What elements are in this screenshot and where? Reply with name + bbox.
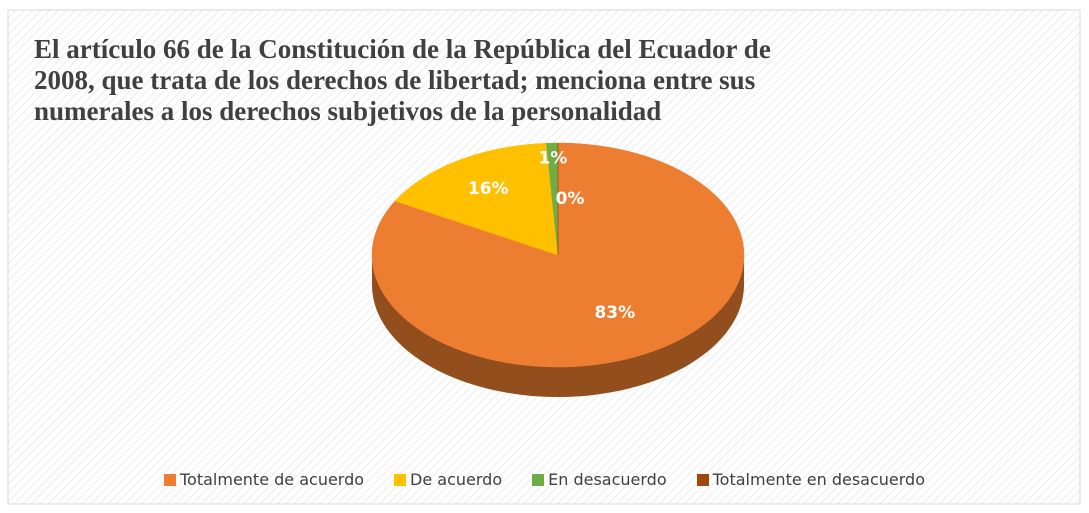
legend-swatch <box>532 473 545 486</box>
data-label: 16% <box>468 179 509 199</box>
legend-label: Totalmente en desacuerdo <box>712 470 925 489</box>
legend-item: De acuerdo <box>394 470 502 489</box>
legend-label: En desacuerdo <box>548 470 667 489</box>
data-label: 83% <box>594 303 635 323</box>
legend-item: Totalmente en desacuerdo <box>696 470 925 489</box>
legend-label: Totalmente de acuerdo <box>179 470 365 489</box>
pie-slice <box>394 142 559 256</box>
pie-side <box>372 255 744 397</box>
chart-title: El artículo 66 de la Constitución de la … <box>34 34 771 126</box>
legend-swatch <box>163 473 176 486</box>
legend-swatch <box>696 473 709 486</box>
legend-label: De acuerdo <box>410 470 503 489</box>
legend: Totalmente de acuerdo De acuerdo En desacu… <box>0 470 1089 489</box>
legend-item: Totalmente de acuerdo <box>163 470 365 489</box>
legend-item: En desacuerdo <box>532 470 667 489</box>
pie: 83% 16% 1% 0% <box>371 142 745 397</box>
data-label: 0% <box>556 189 585 209</box>
data-label: 1% <box>539 149 568 169</box>
legend-swatch <box>394 473 407 486</box>
